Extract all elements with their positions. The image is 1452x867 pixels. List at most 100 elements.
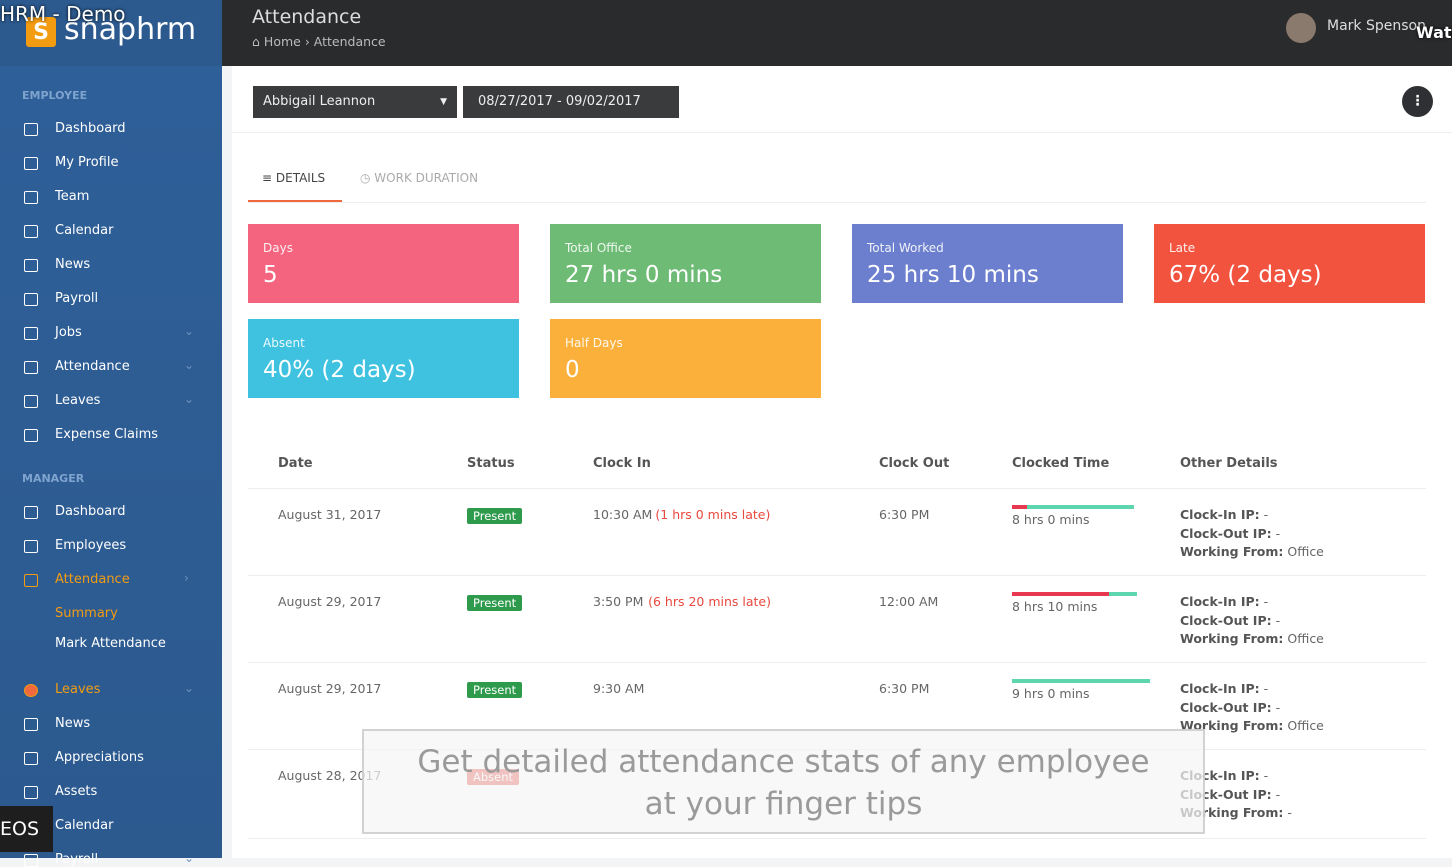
menu-item[interactable]: Assets [55,784,98,799]
card-value: 5 [263,262,278,288]
stat-card: Half Days 0 [550,319,821,398]
caption-overlay: Get detailed attendance stats of any emp… [362,729,1205,834]
detail-value: Office [1287,718,1324,733]
menu-icon [24,752,38,765]
caption-line: Get detailed attendance stats of any emp… [417,744,1150,780]
menu-item[interactable]: Attendance [55,572,130,587]
menu-item[interactable]: Leaves [55,682,101,697]
menu-item[interactable]: Appreciations [55,750,144,765]
clock-out: 12:00 AM [879,594,939,609]
card-label: Half Days [565,336,623,350]
detail-line: Clock-Out IP: - [1180,526,1280,541]
menu-item[interactable]: Dashboard [55,504,126,519]
card-value: 0 [565,357,580,383]
row-line [248,575,1426,576]
menu-item[interactable]: Payroll [55,852,99,867]
date: August 29, 2017 [278,594,382,609]
menu-icon [24,506,38,519]
menu-item[interactable]: Employees [55,538,127,553]
column-header: Date [278,456,313,471]
detail-value: - [1275,786,1281,802]
tab-details[interactable]: ≡ DETAILS [262,171,326,185]
detail-line: Clock-Out IP: - [1180,700,1280,715]
menu-item[interactable]: News [55,257,91,272]
detail-label: Clock-In IP: [1180,594,1260,609]
menu-icon [24,123,38,136]
card-value: 67% (2 days) [1169,262,1322,288]
detail-value: - [1287,805,1292,820]
section-title: EMPLOYEE [22,89,88,102]
late-note: (1 hrs 0 mins late) [655,507,771,522]
stat-card: Total Office 27 hrs 0 mins [550,224,821,303]
detail-label: Working From: [1180,544,1284,559]
detail-line: Clock-In IP: - [1180,594,1268,609]
clock-in: 3:50 PM [593,594,644,609]
detail-value: Office [1287,631,1324,646]
menu-icon [24,395,38,408]
menu-item[interactable]: Attendance [55,359,130,374]
menu-item[interactable]: My Profile [55,155,119,170]
video-title: HRM - Demo [0,2,126,26]
clock-out: 6:30 PM [879,507,930,522]
chevron: ⌄ [184,851,195,865]
detail-value: - [1263,594,1269,609]
tab-label: DETAILS [275,171,326,185]
detail-label: Clock-Out IP: [1180,612,1272,628]
detail-label: Clock-Out IP: [1180,699,1272,715]
column-header: Clock Out [879,456,950,471]
chevron: ⌄ [184,681,195,695]
column-header: Status [467,456,515,471]
employee-select[interactable]: Abbigail Leannon ▼ [253,86,457,118]
menu-item[interactable]: Dashboard [55,121,126,136]
avatar[interactable] [1286,13,1316,43]
detail-line: Clock-Out IP: - [1180,613,1280,628]
menu-item[interactable]: Calendar [55,223,114,238]
work-bar [1012,679,1150,683]
status-badge: Present [467,595,523,611]
clock-in: 10:30 AM [593,507,653,522]
clocked-time: 9 hrs 0 mins [1012,686,1090,701]
detail-line: Working From: - [1180,805,1292,820]
row-line [248,838,1426,839]
menu-item[interactable]: News [55,716,91,731]
more-button[interactable]: ⋮ [1402,86,1433,117]
tab-work-duration[interactable]: ◷ WORK DURATION [360,171,479,185]
top-bar [0,0,1452,66]
breadcrumb: ⌂ Home › Attendance [252,34,386,49]
breadcrumb-current: Attendance [313,34,386,49]
menu-item[interactable]: Payroll [55,291,99,306]
work-bar [1109,592,1137,596]
menu-icon [24,361,38,374]
menu-item[interactable]: Leaves [55,393,101,408]
detail-line: Clock-In IP: - [1180,681,1268,696]
video-watch: Wato [1416,23,1452,42]
breadcrumb-link[interactable]: Home [263,34,301,49]
menu-item[interactable]: Jobs [55,325,82,340]
video-badge: EOS [0,806,53,852]
detail-value: - [1275,699,1281,715]
menu-item[interactable]: Expense Claims [55,427,159,442]
menu-icon [24,429,38,442]
card-label: Absent [263,336,305,350]
detail-value: - [1263,768,1269,783]
menu-icon [24,293,38,306]
stat-card: Total Worked 25 hrs 10 mins [852,224,1123,303]
card-value: 25 hrs 10 mins [867,262,1039,288]
row-line [248,488,1426,489]
menu-item[interactable]: Team [55,189,90,204]
date-range[interactable]: 08/27/2017 - 09/02/2017 [463,86,679,118]
tab-label: WORK DURATION [374,171,479,185]
user-name[interactable]: Mark Spenson [1327,18,1426,34]
chevron: ⌄ [184,358,195,372]
menu-item[interactable]: Mark Attendance [55,636,166,651]
menu-icon [24,718,38,731]
detail-label: Clock-Out IP: [1180,525,1272,541]
detail-value: - [1275,525,1281,541]
menu-icon [24,225,38,238]
menu-item[interactable]: Calendar [55,818,114,833]
detail-value: - [1275,612,1281,628]
stat-card: Absent 40% (2 days) [248,319,519,398]
menu-item[interactable]: Summary [55,606,118,621]
chevron: ⌄ [184,392,195,406]
date: August 31, 2017 [278,507,382,522]
